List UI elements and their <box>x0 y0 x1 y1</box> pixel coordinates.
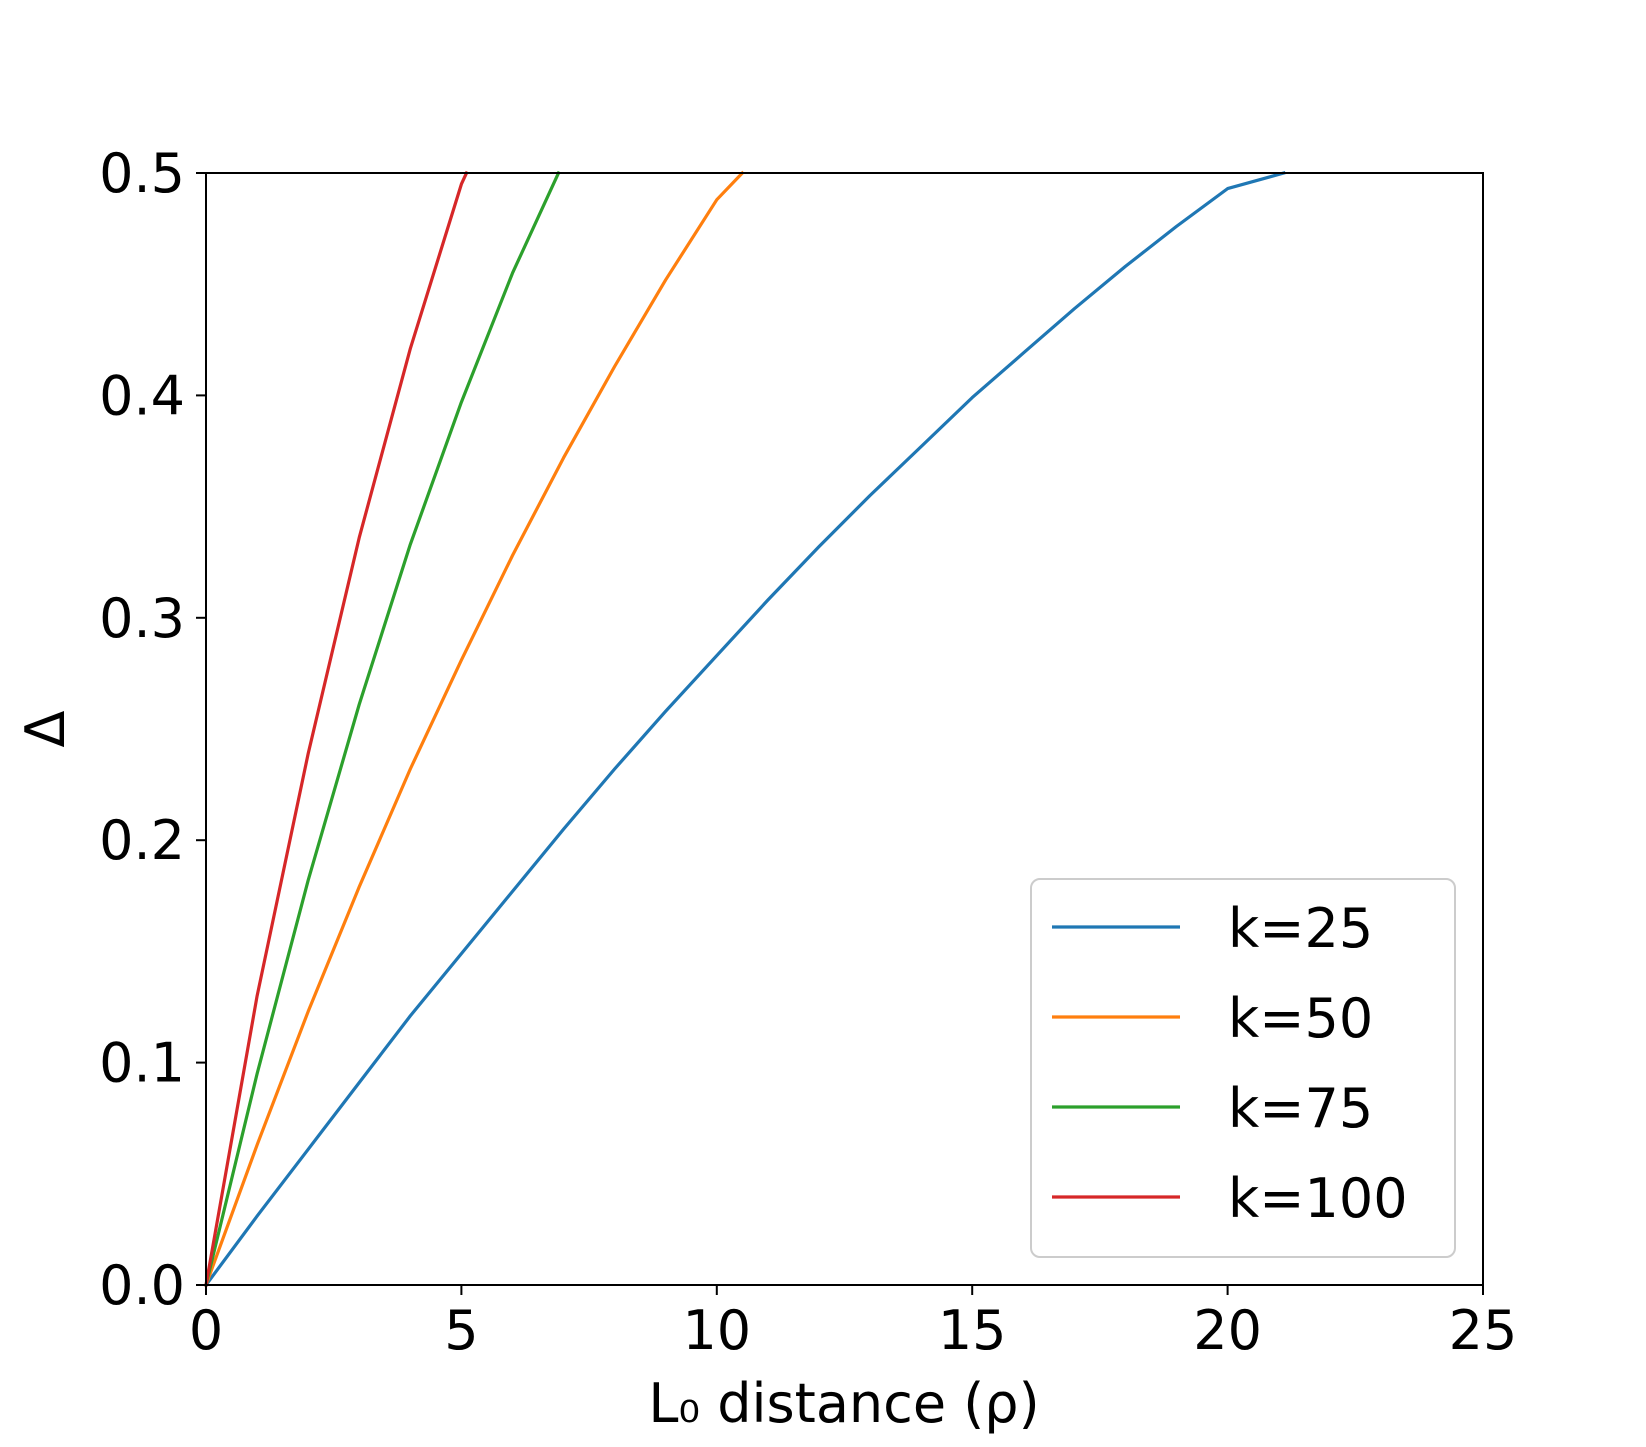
series-layer <box>203 170 1286 1288</box>
y-tick-label: 0.3 <box>99 587 185 650</box>
y-tick-label: 0.2 <box>99 809 185 872</box>
legend: k=25 k=50 k=75 k=100 <box>1030 878 1456 1258</box>
series-line-k=75 <box>204 170 561 1287</box>
y-axis-label: Δ <box>14 710 77 747</box>
x-tick-label: 10 <box>682 1299 751 1362</box>
x-axis-label: L₀ distance (ρ) <box>648 1372 1039 1435</box>
series-line-k=50 <box>203 170 745 1288</box>
y-axis-ticks: 0.0 0.1 0.2 0.3 0.4 0.5 <box>99 142 206 1317</box>
plot-frame <box>205 172 1484 1286</box>
y-tick-label: 0.4 <box>99 364 185 427</box>
x-tick-label: 5 <box>444 1299 478 1362</box>
x-tick-label: 25 <box>1449 1299 1518 1362</box>
x-tick-label: 15 <box>938 1299 1007 1362</box>
legend-label: k=50 <box>1228 987 1373 1050</box>
y-tick-label: 0.0 <box>99 1254 185 1317</box>
legend-items: k=25 k=50 k=75 k=100 <box>1052 897 1408 1230</box>
x-tick-label: 20 <box>1193 1299 1262 1362</box>
series-line-k=100 <box>204 170 469 1287</box>
series-line-k=25 <box>203 171 1286 1288</box>
y-tick-label: 0.5 <box>99 142 185 205</box>
x-axis-ticks: 0 5 10 15 20 25 <box>189 1285 1518 1362</box>
x-tick-label: 0 <box>189 1299 223 1362</box>
y-tick-label: 0.1 <box>99 1032 185 1095</box>
legend-frame <box>1030 878 1456 1258</box>
legend-label: k=75 <box>1228 1077 1373 1140</box>
legend-label: k=25 <box>1228 897 1373 960</box>
legend-label: k=100 <box>1228 1167 1408 1230</box>
